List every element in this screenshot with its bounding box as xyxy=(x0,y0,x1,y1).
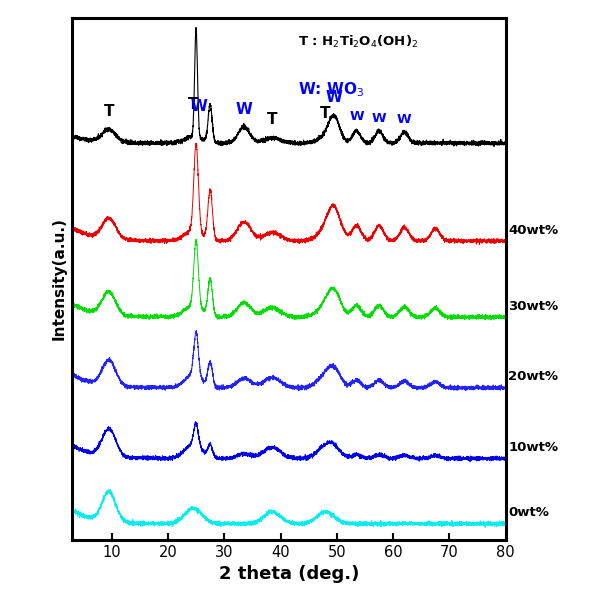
Text: W: W xyxy=(235,102,252,117)
Text: W: W xyxy=(326,91,343,106)
Text: 30wt%: 30wt% xyxy=(509,300,559,313)
Text: W: W xyxy=(371,112,386,125)
X-axis label: 2 theta (deg.): 2 theta (deg.) xyxy=(219,565,359,583)
Text: T: T xyxy=(267,112,278,127)
Text: 20wt%: 20wt% xyxy=(509,370,559,383)
Text: W: W xyxy=(397,113,412,125)
Text: W: WO$_3$: W: WO$_3$ xyxy=(297,80,364,100)
Text: T: T xyxy=(320,106,331,121)
Text: T : H$_2$Ti$_2$O$_4$(OH)$_2$: T : H$_2$Ti$_2$O$_4$(OH)$_2$ xyxy=(297,34,418,50)
Text: 10wt%: 10wt% xyxy=(509,441,559,454)
Text: W: W xyxy=(349,110,364,123)
Y-axis label: Intensity(a.u.): Intensity(a.u.) xyxy=(52,218,67,340)
Text: 40wt%: 40wt% xyxy=(509,224,559,236)
Text: W: W xyxy=(190,99,207,114)
Text: T: T xyxy=(104,104,114,119)
Text: T: T xyxy=(188,97,199,112)
Text: 0wt%: 0wt% xyxy=(509,506,550,520)
